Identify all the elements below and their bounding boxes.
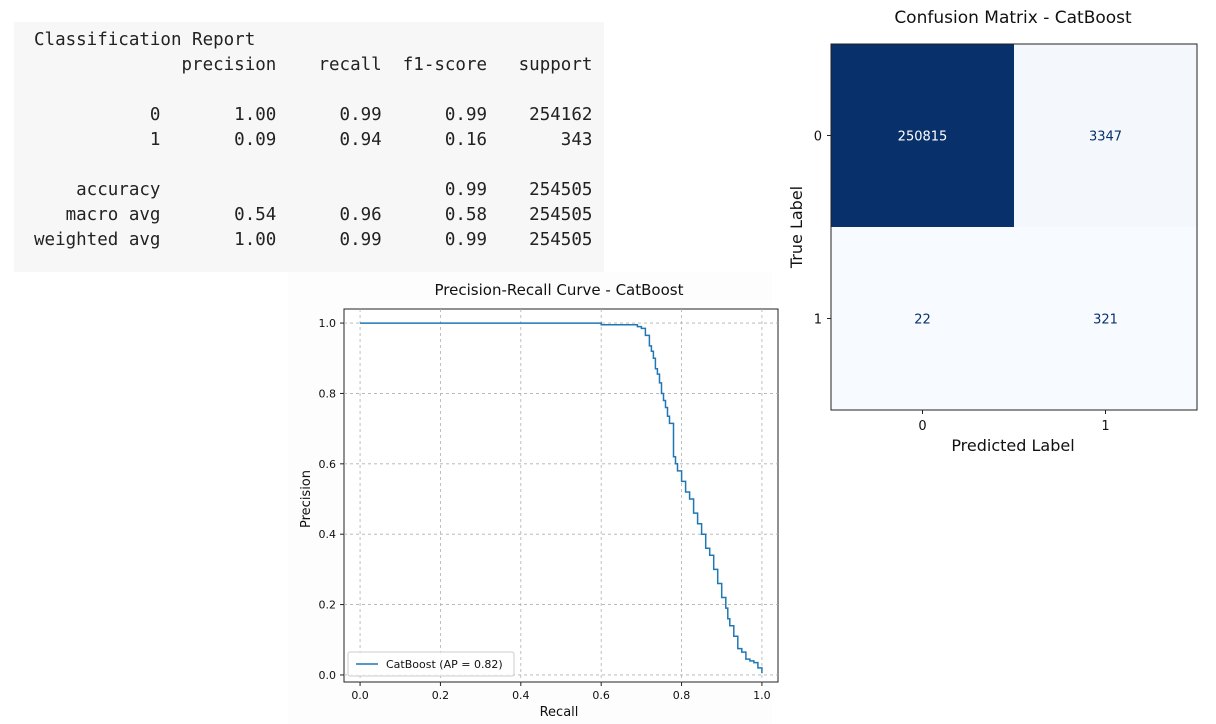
cm-chart-title: Confusion Matrix - CatBoost <box>894 8 1132 28</box>
classification-report: Classification Report precision recall f… <box>14 22 604 272</box>
pr-x-tick-label: 0.4 <box>512 689 530 702</box>
pr-y-tick-label: 0.2 <box>319 599 337 612</box>
pr-y-tick-label: 0.0 <box>319 669 337 682</box>
pr-y-tick-label: 0.4 <box>319 528 337 541</box>
cm-cell-value: 250815 <box>898 130 948 145</box>
pr-curve-panel: Precision-Recall Curve - CatBoost Recall… <box>288 272 779 724</box>
pr-x-tick-label: 0.0 <box>351 689 369 702</box>
cm-y-axis-label: True Label <box>787 186 806 269</box>
cm-cell-value: 3347 <box>1089 130 1122 145</box>
cm-y-tick-label: 0 <box>814 130 822 145</box>
pr-curve-chart: Precision-Recall Curve - CatBoost Recall… <box>299 281 779 720</box>
pr-x-axis-label: Recall <box>540 705 579 720</box>
pr-x-tick-label: 0.2 <box>432 689 450 702</box>
cm-cell <box>1014 227 1197 410</box>
classification-report-text: Classification Report precision recall f… <box>34 30 593 250</box>
cm-x-axis-label: Predicted Label <box>951 436 1074 455</box>
cm-cell <box>831 227 1014 410</box>
pr-y-tick-label: 1.0 <box>319 317 337 330</box>
cm-y-tick-label: 1 <box>814 313 822 328</box>
cm-x-tick-label: 1 <box>1101 419 1109 434</box>
pr-series-line <box>360 322 763 674</box>
pr-chart-title: Precision-Recall Curve - CatBoost <box>435 281 684 299</box>
pr-x-tick-label: 0.6 <box>592 689 610 702</box>
cm-cell <box>1014 44 1197 227</box>
pr-legend-label: CatBoost (AP = 0.82) <box>386 658 503 671</box>
pr-plot-area <box>343 308 779 683</box>
cm-frame <box>830 43 1198 411</box>
pr-y-tick-label: 0.8 <box>319 387 337 400</box>
pr-legend-box <box>347 651 515 677</box>
cm-cell <box>831 44 1014 227</box>
pr-y-axis-label: Precision <box>299 470 314 528</box>
pr-x-tick-label: 1.0 <box>753 689 771 702</box>
cm-cell-value: 321 <box>1093 313 1118 328</box>
cm-cell-value: 22 <box>914 313 931 328</box>
pr-x-tick-label: 0.8 <box>673 689 691 702</box>
cm-x-tick-label: 0 <box>918 419 926 434</box>
pr-y-tick-label: 0.6 <box>319 458 337 471</box>
